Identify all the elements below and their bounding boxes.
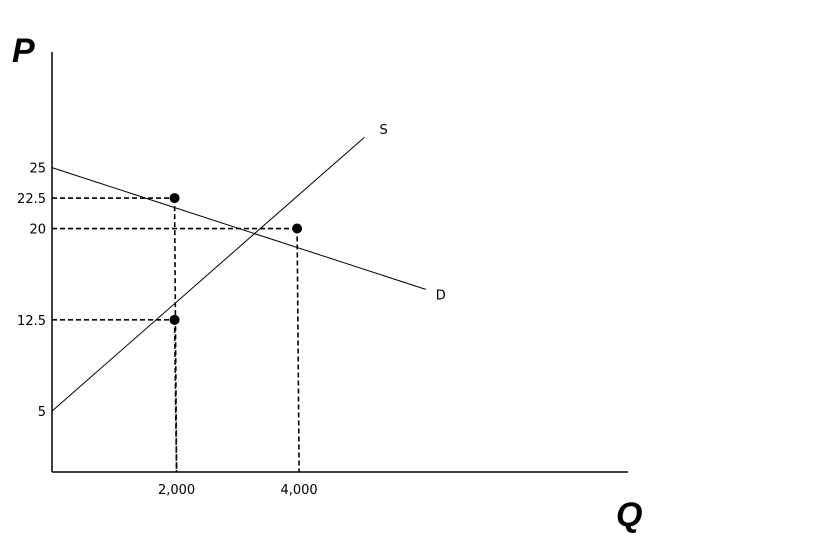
- y-tick-label-1: 22.5: [17, 192, 46, 207]
- axes: [51, 52, 628, 473]
- curves: [51, 136, 426, 412]
- guide-vertical-2: [173, 319, 178, 473]
- y-axis-title: P: [12, 32, 35, 70]
- tick-labels: 25 22.5 20 12.5 5 2,000 4,000: [17, 162, 318, 498]
- y-tick-label-3: 12.5: [17, 314, 46, 329]
- dashed-guides: [52, 197, 300, 473]
- y-tick-label-2: 20: [29, 223, 46, 238]
- curve-labels: DS: [380, 123, 446, 303]
- y-tick-label-4: 5: [38, 405, 46, 420]
- x-axis-title: Q: [616, 496, 642, 534]
- x-tick-label-0: 2,000: [158, 483, 195, 498]
- curve-label-s: S: [380, 123, 388, 138]
- curve-s: [51, 136, 365, 412]
- guide-vertical-1: [296, 228, 300, 473]
- curve-d: [51, 167, 426, 290]
- curve-label-d: D: [436, 288, 446, 303]
- points: [169, 193, 303, 325]
- point-2: [169, 314, 180, 325]
- point-0: [169, 193, 180, 204]
- point-1: [292, 223, 303, 234]
- guide-vertical-0: [173, 198, 178, 473]
- y-tick-label-0: 25: [29, 162, 46, 177]
- x-tick-label-1: 4,000: [280, 483, 317, 498]
